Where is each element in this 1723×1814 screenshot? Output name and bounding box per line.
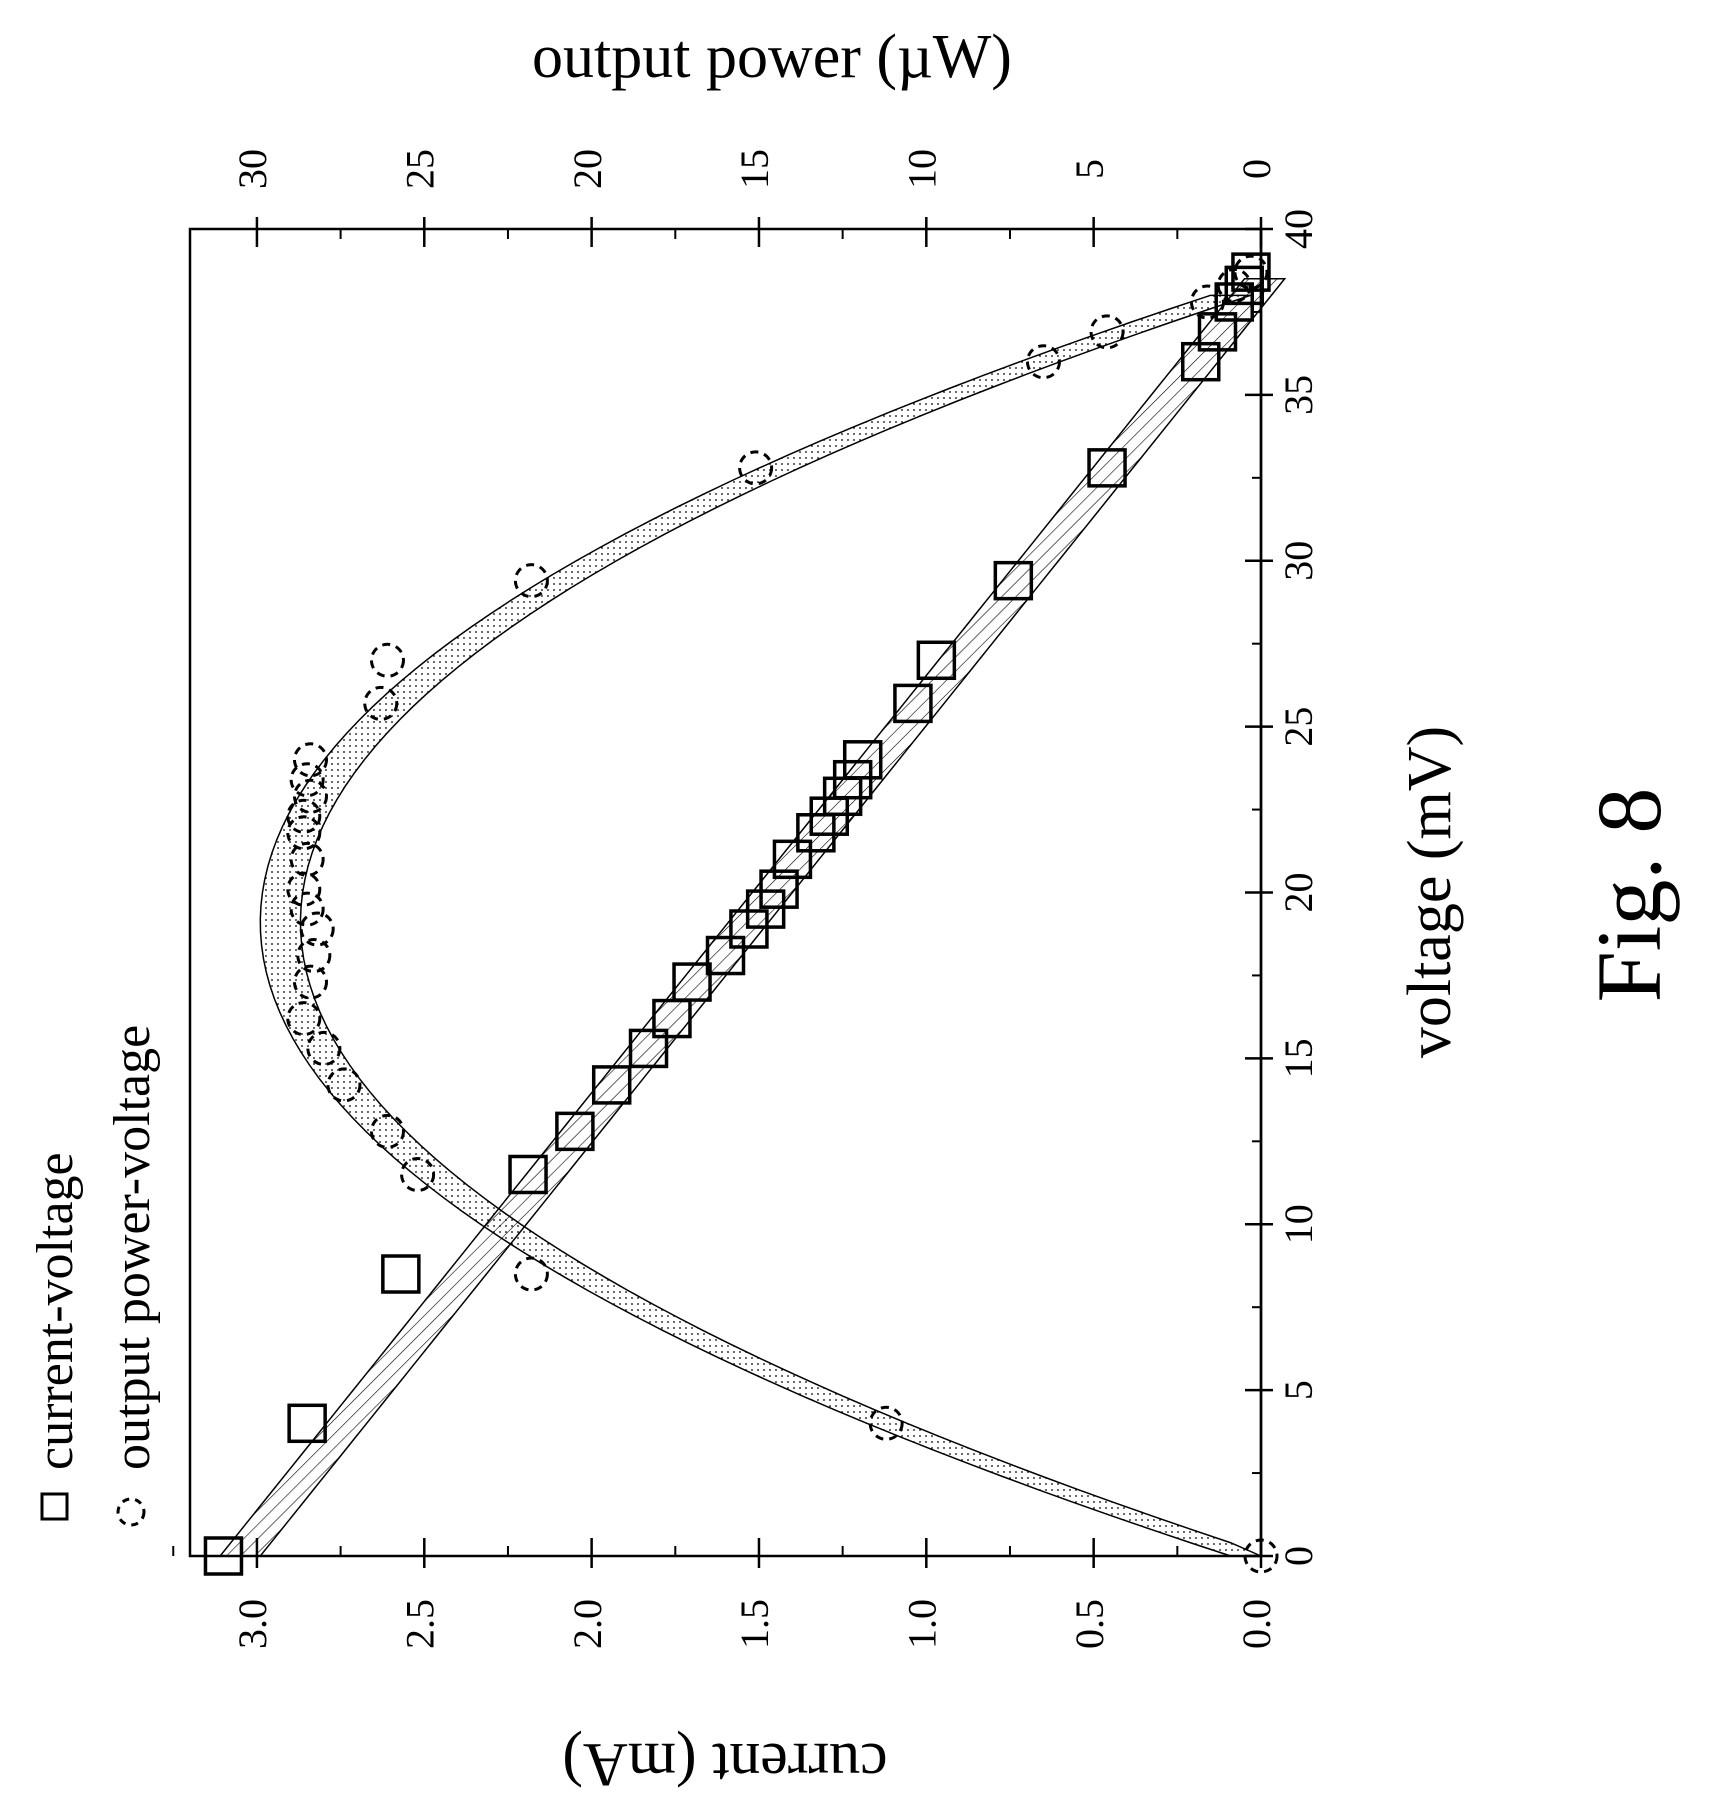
- power-tick-label: 10: [899, 149, 944, 189]
- power-voltage-point: [286, 1001, 322, 1037]
- power-tick-label: 20: [565, 149, 610, 189]
- power-voltage-point: [326, 1067, 362, 1103]
- current-voltage-point: [809, 796, 850, 836]
- voltage-tick-label: 40: [1276, 209, 1321, 249]
- voltage-tick-label: 0: [1276, 1546, 1321, 1566]
- current-voltage-point: [1087, 448, 1127, 488]
- power-voltage-point: [369, 642, 405, 678]
- current-voltage-point: [916, 640, 957, 681]
- power-voltage-point: [1189, 284, 1225, 320]
- power-voltage-point: [286, 798, 322, 834]
- voltage-tick-label: 35: [1276, 375, 1321, 415]
- current-voltage-point: [287, 1403, 327, 1444]
- current-voltage-point: [672, 962, 712, 1002]
- power-voltage-point: [369, 1113, 405, 1149]
- current-voltage-point: [381, 1254, 421, 1294]
- current-tick-label: 2.5: [397, 1599, 442, 1649]
- power-tick-label: 25: [397, 149, 442, 189]
- power-voltage-point: [868, 1405, 904, 1441]
- power-voltage-point: [513, 1256, 549, 1292]
- power-voltage-point: [289, 762, 325, 798]
- power-voltage-point: [289, 841, 325, 877]
- current-tick-label: 0.5: [1067, 1599, 1112, 1649]
- axis-ticks: 0 5 10 15 20 25 30 35 40 0.0 0.5 1.0 1.5 2.0 2.5 3.0 0 5 1…: [172, 149, 1321, 1649]
- current-voltage-point: [508, 1154, 548, 1195]
- current-tick-label: 1.0: [899, 1599, 944, 1649]
- current-voltage-point: [832, 759, 873, 800]
- power-voltage-point: [306, 1030, 342, 1066]
- power-voltage-point: [292, 742, 328, 778]
- current-voltage-point: [772, 839, 813, 880]
- current-voltage-point: [591, 1065, 632, 1105]
- legend-square-marker: [40, 1492, 69, 1521]
- top-axis-title: output power (µW): [532, 23, 1012, 91]
- legend-circle-marker: [116, 1497, 146, 1527]
- voltage-tick-label: 20: [1276, 873, 1321, 913]
- current-voltage-point: [842, 740, 883, 780]
- current-voltage-point: [203, 1536, 244, 1576]
- legend-entry-current-voltage: current-voltage: [27, 1152, 84, 1470]
- power-tick-label: 30: [230, 149, 275, 189]
- power-voltage-point: [286, 871, 322, 907]
- power-tick-label: 5: [1067, 159, 1112, 179]
- current-voltage-point: [652, 998, 692, 1039]
- voltage-tick-label: 25: [1276, 707, 1321, 747]
- voltage-tick-label: 10: [1276, 1204, 1321, 1244]
- figure-label: Fig. 8: [1578, 788, 1680, 1003]
- power-voltage-point: [400, 1156, 436, 1192]
- legend: current-voltage output power-voltage: [27, 1025, 161, 1527]
- x-axis-title: voltage (mV): [1396, 726, 1464, 1058]
- power-voltage-point: [292, 964, 328, 1000]
- bottom-axis-title: current (mA): [562, 1730, 887, 1798]
- power-voltage-point: [292, 778, 328, 814]
- current-voltage-point: [705, 935, 746, 976]
- power-voltage-point: [296, 938, 332, 974]
- power-voltage-point: [299, 911, 335, 947]
- power-voltage-point: [289, 891, 325, 927]
- power-voltage-point: [513, 563, 549, 599]
- power-tick-label: 15: [732, 149, 777, 189]
- voltage-tick-label: 15: [1276, 1038, 1321, 1078]
- current-voltage-point: [759, 869, 799, 909]
- power-voltage-point: [363, 685, 399, 721]
- current-tick-label: 0.0: [1234, 1599, 1279, 1649]
- power-voltage-point: [1216, 267, 1252, 303]
- legend-entry-output-power-voltage: output power-voltage: [104, 1025, 161, 1470]
- current-tick-label: 3.0: [230, 1599, 275, 1649]
- power-tick-label: 0: [1234, 159, 1279, 179]
- power-voltage-point: [1243, 1538, 1279, 1574]
- plot-area: 0 5 10 15 20 25 30 35 40 0.0 0.5 1.0 1.5 2.0 2.5 3.0 0 5 1…: [172, 149, 1321, 1649]
- voltage-tick-label: 5: [1276, 1380, 1321, 1400]
- data-markers: [203, 252, 1279, 1576]
- current-voltage-point: [628, 1028, 669, 1069]
- current-tick-label: 1.5: [732, 1599, 777, 1649]
- current-voltage-point: [893, 683, 933, 724]
- current-voltage-point: [993, 560, 1034, 601]
- power-voltage-point: [1025, 344, 1061, 380]
- power-voltage-point: [1089, 314, 1125, 350]
- current-tick-label: 2.0: [565, 1599, 610, 1649]
- power-voltage-point: [738, 450, 774, 486]
- power-voltage-point: [1233, 254, 1269, 290]
- current-voltage-point: [555, 1111, 595, 1152]
- current-voltage-point: [1224, 265, 1265, 306]
- current-voltage-point: [745, 889, 786, 929]
- voltage-tick-label: 30: [1276, 541, 1321, 581]
- power-voltage-point: [286, 815, 322, 851]
